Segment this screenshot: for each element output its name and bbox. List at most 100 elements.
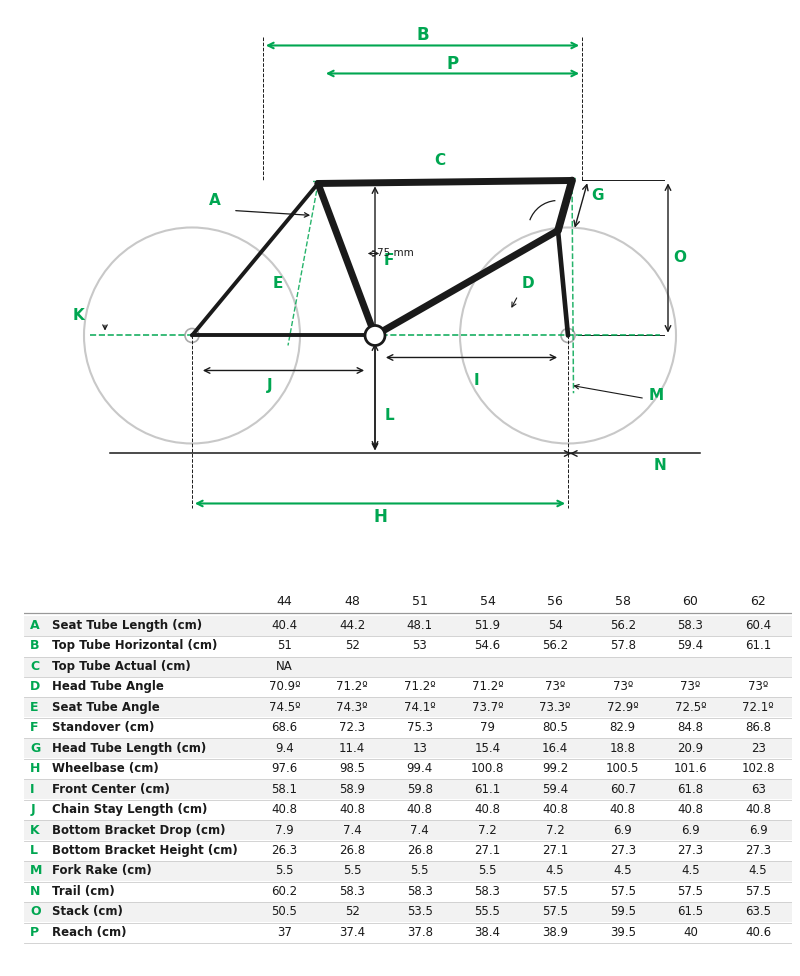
Text: N: N [654,458,666,473]
Text: G: G [30,742,40,754]
Text: 4.5: 4.5 [546,865,565,877]
Text: 52: 52 [345,906,359,918]
Text: 101.6: 101.6 [674,762,707,775]
Text: Stack (cm): Stack (cm) [52,906,122,918]
Text: 27.1: 27.1 [474,844,501,857]
Text: 37.8: 37.8 [406,926,433,939]
Text: H: H [30,762,41,775]
Text: 27.3: 27.3 [610,844,636,857]
Bar [24,657,792,676]
Text: Wheelbase (cm): Wheelbase (cm) [52,762,158,775]
Text: 40.8: 40.8 [542,803,568,816]
Text: 27.3: 27.3 [745,844,771,857]
Text: 79: 79 [480,721,495,734]
Text: 82.9: 82.9 [610,721,636,734]
Text: 100.8: 100.8 [470,762,504,775]
Text: 72.1º: 72.1º [742,701,774,713]
Text: 72.5º: 72.5º [674,701,706,713]
Text: 4.5: 4.5 [614,865,632,877]
Text: 58.3: 58.3 [678,619,703,631]
Text: 100.5: 100.5 [606,762,639,775]
Text: 40.8: 40.8 [339,803,365,816]
Text: 7.2: 7.2 [546,824,565,836]
Text: 39.5: 39.5 [610,926,636,939]
Text: 75.3: 75.3 [406,721,433,734]
Text: 6.9: 6.9 [614,824,632,836]
Text: Bottom Bracket Drop (cm): Bottom Bracket Drop (cm) [52,824,225,836]
Bar [24,739,792,758]
Text: 70.9º: 70.9º [269,680,300,693]
Text: 62: 62 [750,595,766,608]
Text: P: P [30,926,39,939]
Text: 44.2: 44.2 [339,619,366,631]
Text: Standover (cm): Standover (cm) [52,721,154,734]
Text: M: M [30,865,42,877]
Text: 61.8: 61.8 [678,783,703,795]
Text: 74.5º: 74.5º [269,701,300,713]
Text: 60.7: 60.7 [610,783,636,795]
Text: 73.7º: 73.7º [472,701,503,713]
Text: Head Tube Angle: Head Tube Angle [52,680,163,693]
Text: 74.3º: 74.3º [336,701,368,713]
Text: 7.4: 7.4 [410,824,429,836]
Text: 99.2: 99.2 [542,762,568,775]
Text: C: C [434,153,446,168]
Text: 80.5: 80.5 [542,721,568,734]
Text: I: I [30,783,34,795]
Text: 57.5: 57.5 [745,885,771,898]
Text: Seat Tube Length (cm): Seat Tube Length (cm) [52,619,202,631]
Text: J: J [267,378,273,393]
Text: 59.8: 59.8 [406,783,433,795]
Text: 59.5: 59.5 [610,906,636,918]
Bar [24,677,792,697]
Text: 56.2: 56.2 [542,639,568,652]
Text: 73º: 73º [613,680,633,693]
Text: 51: 51 [277,639,292,652]
Text: K: K [30,824,40,836]
Text: 40.4: 40.4 [271,619,298,631]
Text: Bottom Bracket Height (cm): Bottom Bracket Height (cm) [52,844,238,857]
Bar [24,758,792,779]
Text: 7.9: 7.9 [275,824,294,836]
Bar [24,799,792,820]
Text: 86.8: 86.8 [745,721,771,734]
Text: 54: 54 [548,619,562,631]
Text: 40: 40 [683,926,698,939]
Text: Trail (cm): Trail (cm) [52,885,114,898]
Text: 27.1: 27.1 [542,844,568,857]
Text: 54: 54 [479,595,495,608]
Text: 73º: 73º [545,680,566,693]
Text: 4.5: 4.5 [681,865,700,877]
Text: 58.1: 58.1 [271,783,298,795]
Text: 52: 52 [345,639,359,652]
Text: 63.5: 63.5 [745,906,771,918]
Text: 5.5: 5.5 [478,865,497,877]
Text: 51.9: 51.9 [474,619,501,631]
Text: O: O [674,251,686,265]
Text: 98.5: 98.5 [339,762,365,775]
Text: 38.9: 38.9 [542,926,568,939]
Bar [24,779,792,799]
Text: 53: 53 [412,639,427,652]
Bar [24,636,792,656]
Text: 57.5: 57.5 [542,885,568,898]
Text: 72.9º: 72.9º [607,701,638,713]
Text: 50.5: 50.5 [271,906,298,918]
Text: Head Tube Length (cm): Head Tube Length (cm) [52,742,206,754]
Text: 57.5: 57.5 [610,885,636,898]
Text: Seat Tube Angle: Seat Tube Angle [52,701,159,713]
Text: B: B [30,639,40,652]
Text: C: C [30,660,39,672]
Bar [24,840,792,861]
Text: L: L [30,844,38,857]
Text: 58.3: 58.3 [339,885,365,898]
Text: Chain Stay Length (cm): Chain Stay Length (cm) [52,803,207,816]
Text: 11.4: 11.4 [339,742,366,754]
Bar [24,718,792,738]
Text: 60.4: 60.4 [745,619,771,631]
Text: 56: 56 [547,595,563,608]
Text: 16.4: 16.4 [542,742,568,754]
Bar [24,861,792,881]
Text: NA: NA [276,660,293,672]
Text: 26.8: 26.8 [339,844,365,857]
